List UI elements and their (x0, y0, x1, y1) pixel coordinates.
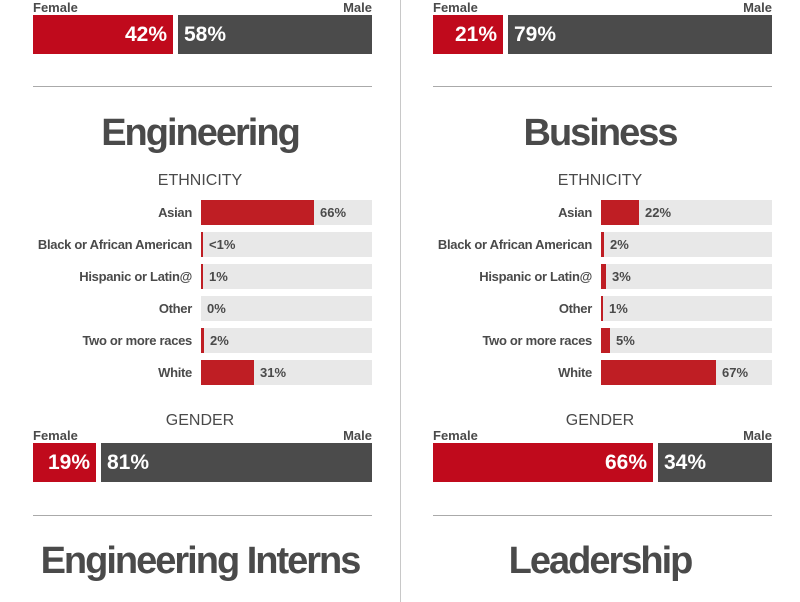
ethnicity-label: Asian (558, 205, 592, 220)
gender-bar-male: 58% (178, 15, 372, 54)
gender-male-label: Male (743, 0, 772, 15)
ethnicity-bar-track: 1% (201, 264, 372, 289)
ethnicity-bar (201, 200, 314, 225)
gender-bar-female: 19% (33, 443, 96, 482)
ethnicity-label: Asian (158, 205, 192, 220)
ethnicity-value: 2% (210, 333, 229, 348)
ethnicity-bar-track: 3% (601, 264, 772, 289)
section-title: Leadership (508, 540, 694, 582)
gender-male-label: Male (343, 0, 372, 15)
ethnicity-bar (601, 200, 639, 225)
gender-bar-female: 66% (433, 443, 653, 482)
ethnicity-label: Other (558, 301, 592, 316)
ethnicity-label: White (558, 365, 592, 380)
gender-heading: GENDER (565, 412, 635, 429)
ethnicity-label: Hispanic or Latin@ (79, 269, 192, 284)
gender-female-label: Female (433, 428, 478, 443)
ethnicity-bar (601, 232, 604, 257)
gender-bar-female: 21% (433, 15, 503, 54)
ethnicity-bar-track: 67% (601, 360, 772, 385)
ethnicity-bar-track: 1% (601, 296, 772, 321)
ethnicity-bar-track: 5% (601, 328, 772, 353)
ethnicity-bar-track: 0% (201, 296, 372, 321)
gender-male-label: Male (743, 428, 772, 443)
column-divider (400, 0, 401, 602)
ethnicity-bar-track: <1% (201, 232, 372, 257)
ethnicity-label: Other (158, 301, 192, 316)
ethnicity-bar (201, 360, 254, 385)
gender-male-label: Male (343, 428, 372, 443)
ethnicity-bar-track: 2% (601, 232, 772, 257)
ethnicity-bar (601, 328, 610, 353)
gender-female-label: Female (33, 428, 78, 443)
ethnicity-value: 31% (260, 365, 287, 380)
gender-bar-male: 81% (101, 443, 372, 482)
ethnicity-label: Hispanic or Latin@ (479, 269, 592, 284)
gender-bar-male: 34% (658, 443, 772, 482)
ethnicity-value: 3% (612, 269, 631, 284)
section-divider (433, 515, 772, 516)
ethnicity-bar (601, 264, 606, 289)
section-title: Business (523, 112, 679, 154)
ethnicity-value: <1% (209, 237, 236, 252)
ethnicity-heading: ETHNICITY (557, 172, 643, 189)
gender-female-label: Female (433, 0, 478, 15)
ethnicity-bar (201, 264, 203, 289)
ethnicity-heading: ETHNICITY (157, 172, 243, 189)
ethnicity-value: 1% (209, 269, 228, 284)
ethnicity-label: Two or more races (482, 333, 592, 348)
ethnicity-bar-track: 22% (601, 200, 772, 225)
ethnicity-label: Black or African American (37, 237, 192, 252)
ethnicity-bar (601, 360, 716, 385)
ethnicity-value: 67% (722, 365, 749, 380)
section-divider (33, 515, 372, 516)
ethnicity-value: 1% (609, 301, 628, 316)
ethnicity-bar (201, 232, 203, 257)
gender-bar-female: 42% (33, 15, 173, 54)
section-divider (433, 86, 772, 87)
column-left: Female Male 42% 58% Engineering ETHNICITY Asia… (33, 0, 372, 582)
ethnicity-bar (601, 296, 603, 321)
ethnicity-label: Two or more races (82, 333, 192, 348)
ethnicity-value: 2% (610, 237, 629, 252)
gender-female-label: Female (33, 0, 78, 15)
ethnicity-bar-track: 2% (201, 328, 372, 353)
gender-bar-male: 79% (508, 15, 772, 54)
ethnicity-value: 66% (320, 205, 347, 220)
ethnicity-bar-track: 31% (201, 360, 372, 385)
ethnicity-bar (201, 328, 204, 353)
section-divider (33, 86, 372, 87)
ethnicity-label: Black or African American (437, 237, 592, 252)
ethnicity-value: 22% (645, 205, 672, 220)
section-title: Engineering Interns (40, 540, 362, 582)
ethnicity-value: 5% (616, 333, 635, 348)
gender-heading: GENDER (165, 412, 235, 429)
column-right: Female Male 21% 79% Business ETHNICITY Asian 22… (400, 0, 800, 602)
section-title: Engineering (101, 112, 301, 154)
ethnicity-label: White (158, 365, 192, 380)
ethnicity-bar-track: 66% (201, 200, 372, 225)
ethnicity-value: 0% (207, 301, 226, 316)
